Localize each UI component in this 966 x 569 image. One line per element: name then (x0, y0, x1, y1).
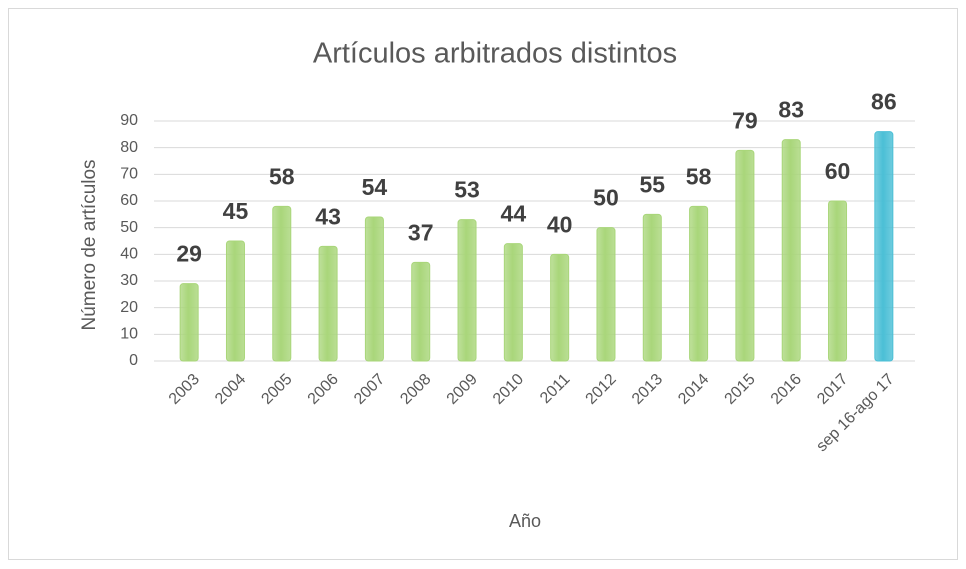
y-tick-label: 20 (120, 299, 138, 316)
data-label: 44 (501, 201, 527, 227)
y-tick-label: 80 (120, 139, 138, 156)
data-label: 40 (547, 211, 573, 237)
data-label: 58 (269, 163, 295, 189)
bar (225, 240, 245, 362)
y-tick-label: 70 (120, 166, 138, 183)
bar (272, 205, 292, 362)
data-label: 55 (639, 171, 665, 197)
bar (874, 131, 894, 362)
bar (318, 245, 338, 362)
data-label: 79 (732, 107, 758, 133)
bar (735, 149, 755, 362)
bar (828, 200, 848, 362)
data-label: 83 (778, 97, 804, 123)
x-axis-label: Año (509, 511, 541, 531)
data-label: 37 (408, 219, 434, 245)
y-tick-label: 90 (120, 112, 138, 129)
chart-frame (8, 8, 958, 560)
data-label: 54 (362, 174, 388, 200)
data-label: 58 (686, 163, 712, 189)
data-label: 53 (454, 177, 480, 203)
data-label: 86 (871, 89, 897, 115)
y-axis-label: Número de artículos (79, 159, 100, 330)
y-tick-label: 30 (120, 272, 138, 289)
bar (642, 213, 662, 362)
bar (457, 219, 477, 362)
y-tick-label: 0 (129, 352, 138, 369)
y-tick-label: 60 (120, 192, 138, 209)
data-label: 29 (176, 241, 202, 267)
bar (781, 139, 801, 362)
chart-title: Artículos arbitrados distintos (313, 38, 677, 70)
bar (364, 216, 384, 362)
bar (503, 243, 523, 362)
bar (179, 283, 199, 362)
data-label: 60 (825, 158, 851, 184)
y-tick-label: 10 (120, 326, 138, 343)
data-label: 45 (223, 198, 249, 224)
data-label: 50 (593, 185, 619, 211)
y-tick-label: 50 (120, 219, 138, 236)
bar (596, 227, 616, 362)
y-tick-label: 40 (120, 246, 138, 263)
bar (689, 205, 709, 362)
data-label: 43 (315, 203, 341, 229)
bar (550, 253, 570, 362)
bar (411, 261, 431, 362)
